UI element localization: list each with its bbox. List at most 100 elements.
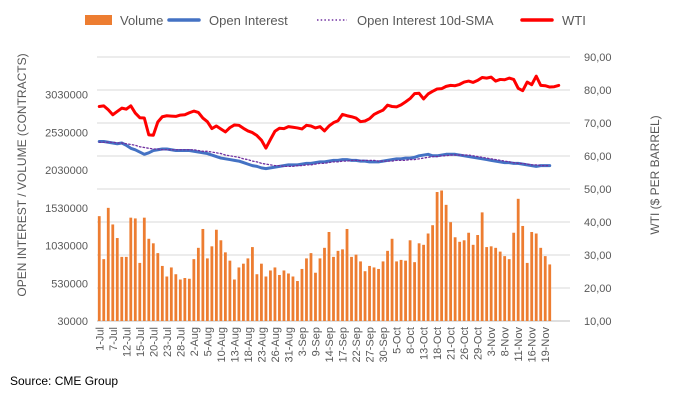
volume-bar bbox=[142, 217, 146, 321]
legend-label: Open Interest 10d-SMA bbox=[357, 13, 494, 28]
volume-bar bbox=[178, 279, 182, 321]
open-interest-line bbox=[97, 139, 552, 171]
legend-swatch-volume bbox=[85, 15, 112, 25]
volume-bar bbox=[282, 270, 286, 321]
x-tick-label: 8-Oct bbox=[405, 327, 417, 354]
volume-bar bbox=[408, 240, 412, 321]
volume-bar bbox=[341, 249, 344, 321]
volume-bar bbox=[458, 241, 462, 321]
x-tick-label: 31-Aug bbox=[284, 327, 296, 362]
volume-bar bbox=[169, 267, 173, 321]
x-tick-label: 13-Aug bbox=[229, 327, 241, 362]
volume-bar bbox=[156, 253, 160, 321]
volume-bar bbox=[435, 192, 439, 321]
volume-bar bbox=[242, 263, 245, 321]
volume-bar bbox=[507, 259, 511, 321]
volume-bar bbox=[278, 274, 281, 321]
volume-bar bbox=[386, 250, 389, 321]
volume-bar bbox=[498, 251, 502, 321]
x-tick-label: 18-Oct bbox=[432, 327, 444, 360]
volume-bar bbox=[287, 273, 290, 321]
volume-bar bbox=[246, 258, 250, 321]
volume-bar bbox=[111, 224, 115, 321]
volume-bar bbox=[151, 243, 155, 321]
volume-bar bbox=[120, 256, 124, 321]
volume-bar bbox=[417, 243, 421, 321]
x-tick-label: 3-Nov bbox=[486, 327, 498, 357]
volume-bar bbox=[269, 270, 272, 321]
volume-bar bbox=[539, 247, 543, 321]
right-tick-label: 20,00 bbox=[584, 283, 612, 295]
x-tick-label: 23-Jul bbox=[162, 327, 174, 357]
x-tick-label: 16-Nov bbox=[527, 327, 539, 363]
x-tick-label: 23-Aug bbox=[256, 327, 268, 362]
volume-bar bbox=[363, 271, 367, 321]
volume-bar bbox=[133, 218, 137, 321]
volume-bar bbox=[115, 238, 119, 321]
x-tick-label: 15-Jul bbox=[135, 327, 147, 357]
volume-bar bbox=[503, 256, 507, 321]
volume-bar bbox=[138, 262, 142, 321]
volume-bar bbox=[332, 256, 335, 321]
volume-bar bbox=[232, 279, 236, 321]
volume-bar bbox=[300, 268, 304, 321]
right-tick-label: 80,00 bbox=[584, 85, 612, 97]
volume-bar bbox=[476, 235, 480, 321]
volume-bar bbox=[453, 237, 457, 321]
volume-bar bbox=[106, 207, 110, 321]
volume-bar bbox=[124, 256, 128, 321]
volume-bar bbox=[512, 232, 516, 321]
left-tick-label: 1530000 bbox=[45, 203, 88, 215]
right-axis-ticks: 10,00 20,00 30,00 40,00 50,00 60,00 70,00 80,00… bbox=[584, 52, 612, 328]
volume-bar bbox=[183, 278, 187, 321]
volume-bar bbox=[467, 232, 471, 321]
volume-bar bbox=[273, 267, 277, 321]
volume-bar bbox=[160, 265, 164, 321]
x-tick-label: 29-Oct bbox=[473, 327, 485, 360]
volume-bar bbox=[97, 216, 101, 321]
x-tick-label: 14-Sep bbox=[324, 327, 336, 362]
x-tick-label: 19-Nov bbox=[540, 327, 552, 363]
source-label: Source: CME Group bbox=[10, 374, 118, 388]
left-tick-label: 2530000 bbox=[45, 127, 88, 139]
right-tick-label: 40,00 bbox=[584, 217, 612, 229]
x-tick-label: 12-Jul bbox=[121, 327, 133, 357]
volume-bar bbox=[165, 276, 169, 321]
x-tick-label: 3-Sep bbox=[297, 327, 309, 356]
right-tick-label: 50,00 bbox=[584, 184, 612, 196]
left-tick-label: 1030000 bbox=[45, 241, 88, 253]
x-tick-label: 9-Sep bbox=[311, 327, 323, 356]
volume-bar bbox=[174, 274, 178, 321]
volume-bar bbox=[534, 233, 538, 321]
left-tick-label: 3030000 bbox=[45, 90, 88, 102]
volume-bar bbox=[264, 276, 268, 321]
volume-bar bbox=[471, 244, 475, 321]
series-lines bbox=[97, 74, 561, 171]
volume-bars bbox=[97, 190, 552, 321]
volume-bar bbox=[327, 231, 331, 321]
volume-bar bbox=[192, 259, 196, 321]
volume-bar bbox=[309, 253, 313, 321]
x-tick-label: 18-Aug bbox=[243, 327, 255, 362]
legend: Volume Open Interest Open Interest 10d-SMA… bbox=[85, 13, 586, 28]
volume-bar bbox=[485, 247, 489, 321]
x-tick-label: 8-Nov bbox=[500, 327, 512, 357]
wti-line bbox=[97, 74, 561, 150]
x-tick-label: 21-Oct bbox=[446, 327, 458, 360]
volume-bar bbox=[196, 247, 200, 321]
legend-label: Open Interest bbox=[209, 13, 288, 28]
open-interest-10d-sma-line bbox=[98, 141, 551, 168]
volume-bar bbox=[210, 246, 214, 321]
x-tick-label: 26-Aug bbox=[270, 327, 282, 362]
x-tick-label: 20-Jul bbox=[148, 327, 160, 357]
volume-bar bbox=[381, 261, 385, 321]
left-axis-ticks: 30000 530000 1030000 1530000 2030000 2530000 3… bbox=[45, 90, 88, 328]
volume-bar bbox=[494, 247, 498, 321]
x-tick-label: 5-Aug bbox=[202, 327, 214, 356]
right-tick-label: 60,00 bbox=[584, 151, 612, 163]
volume-bar bbox=[350, 256, 353, 321]
volume-bar bbox=[336, 250, 340, 321]
volume-bar bbox=[377, 268, 380, 321]
volume-bar bbox=[413, 262, 416, 321]
